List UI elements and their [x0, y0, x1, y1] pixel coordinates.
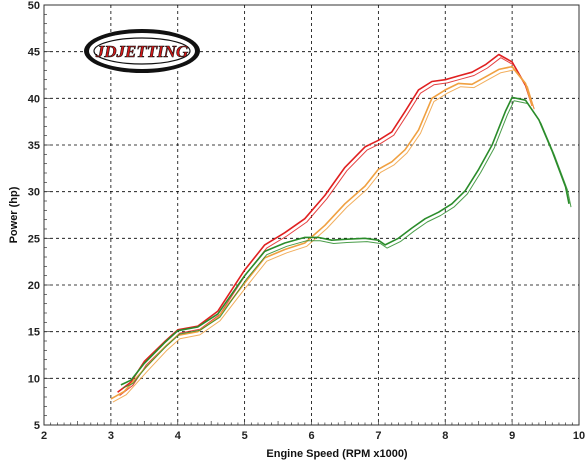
y-tick-label: 45	[28, 47, 40, 59]
x-tick-label: 6	[308, 430, 314, 442]
series-line-1-run2	[112, 69, 535, 403]
x-tick-label: 9	[509, 430, 515, 442]
y-tick-label: 15	[28, 327, 40, 339]
x-tick-label: 5	[242, 430, 248, 442]
logo-inner-ellipse	[89, 33, 195, 69]
data-lines	[110, 53, 572, 403]
y-tick-label: 5	[34, 420, 40, 432]
x-axis-title: Engine Speed (RPM x1000)	[266, 448, 408, 460]
y-tick-label: 25	[28, 233, 40, 245]
series-line-0	[117, 53, 533, 393]
y-axis-title: Power (hp)	[8, 186, 20, 243]
x-tick-label: 8	[442, 430, 448, 442]
x-tick-label: 4	[175, 430, 182, 442]
series-line-2	[120, 96, 570, 386]
logo-band	[93, 37, 191, 65]
x-tick-label: 2	[41, 430, 47, 442]
grid	[44, 5, 579, 425]
x-tick-label: 7	[375, 430, 381, 442]
x-tick-label: 3	[108, 430, 114, 442]
x-tick-label: 10	[573, 430, 585, 442]
series-line-1	[110, 65, 533, 400]
logo-text: JDJETTING	[95, 42, 189, 61]
y-tick-label: 30	[28, 187, 40, 199]
y-tick-label: 40	[28, 93, 40, 105]
y-tick-label: 20	[28, 280, 40, 292]
series-line-2-run2	[122, 100, 572, 389]
jdjetting-logo: JDJETTING	[84, 29, 200, 73]
y-tick-label: 10	[28, 373, 40, 385]
y-tick-label: 35	[28, 140, 40, 152]
series-line-0-run2	[119, 57, 535, 396]
y-tick-label: 50	[28, 0, 40, 12]
